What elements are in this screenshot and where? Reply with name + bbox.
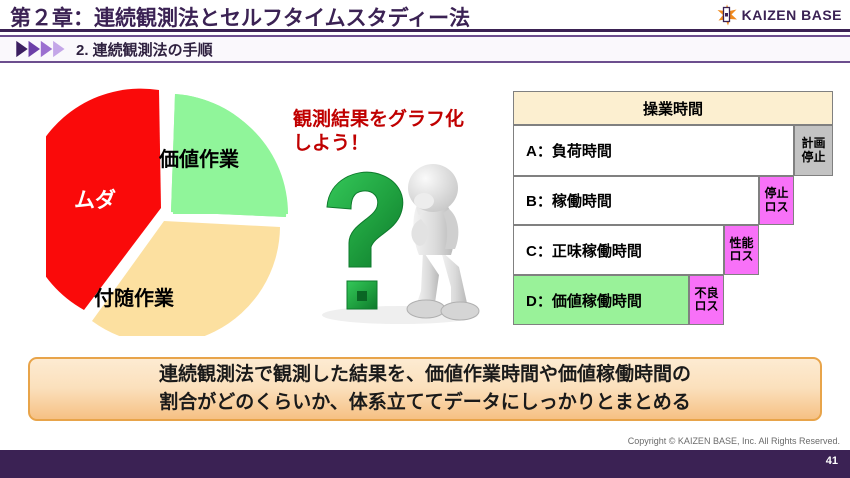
stop-loss-line-1: 停止	[764, 186, 789, 201]
defect-loss-line-1: 不良	[694, 285, 719, 300]
graph-note: 観測結果をグラフ化 しよう！	[293, 108, 508, 157]
brand-logo: KAIZEN BASE	[716, 4, 842, 26]
stop-loss-line-2: ロス	[764, 199, 789, 214]
table-row-d-label: D：価値稼働時間	[513, 275, 689, 325]
title-bar: 第２章：連続観測法とセルフタイムスタディー法 KAIZEN BASE	[0, 0, 850, 32]
pie-chart-svg	[46, 88, 289, 336]
section-header-bar: 2. 連続観測法の手順	[0, 35, 850, 63]
page-title: 第２章：連続観測法とセルフタイムスタディー法	[10, 7, 471, 30]
summary-callout-box: 連続観測法で観測した結果を、価値作業時間や価値稼働時間の 割合がどのくらいか、体…	[28, 357, 822, 421]
defect-loss-line-2: ロス	[694, 299, 719, 313]
brand-name: KAIZEN BASE	[741, 7, 842, 23]
graph-note-line-2: しよう！	[293, 133, 370, 155]
table-row-a-label: A：負荷時間	[513, 125, 794, 176]
planned-stop-line-1: 計画	[801, 136, 826, 151]
pie-chart: ムダ 価値作業 付随作業	[46, 88, 296, 336]
footer-bar	[0, 450, 850, 478]
summary-line-1: 連続観測法で観測した結果を、価値作業時間や価値稼働時間の	[158, 364, 691, 386]
page-number: 41	[825, 455, 838, 467]
section-title: 2. 連続観測法の手順	[76, 41, 213, 59]
table-cell-stop-loss: 停止 ロス	[759, 176, 794, 225]
performance-loss-line-1: 性能	[729, 235, 754, 250]
table-header-operation-time: 操業時間	[513, 91, 833, 125]
operation-time-table: 操業時間 A：負荷時間 計画 停止 B：稼働時間 停止 ロス C：正味稼働時間 …	[513, 91, 833, 325]
table-cell-performance-loss: 性能 ロス	[724, 225, 759, 275]
table-cell-defect-loss: 不良 ロス	[689, 275, 724, 325]
thinking-person-illustration	[305, 163, 495, 328]
graph-note-line-1: 観測結果をグラフ化	[293, 109, 465, 130]
thinking-person-with-question-mark-icon	[322, 164, 480, 324]
triple-chevron-right-icon	[16, 40, 65, 58]
table-row-c-label: C：正味稼働時間	[513, 225, 724, 275]
performance-loss-line-2: ロス	[729, 249, 754, 263]
table-cell-planned-stop: 計画 停止	[794, 125, 833, 176]
table-row-b-label: B：稼働時間	[513, 176, 759, 225]
kaizen-star-icon	[717, 4, 737, 26]
planned-stop-line-2: 停止	[801, 149, 826, 164]
summary-line-2: 割合がどのくらいか、体系立ててデータにしっかりとまとめる	[159, 392, 691, 413]
copyright-text: Copyright © KAIZEN BASE, Inc. All Rights…	[627, 436, 840, 446]
